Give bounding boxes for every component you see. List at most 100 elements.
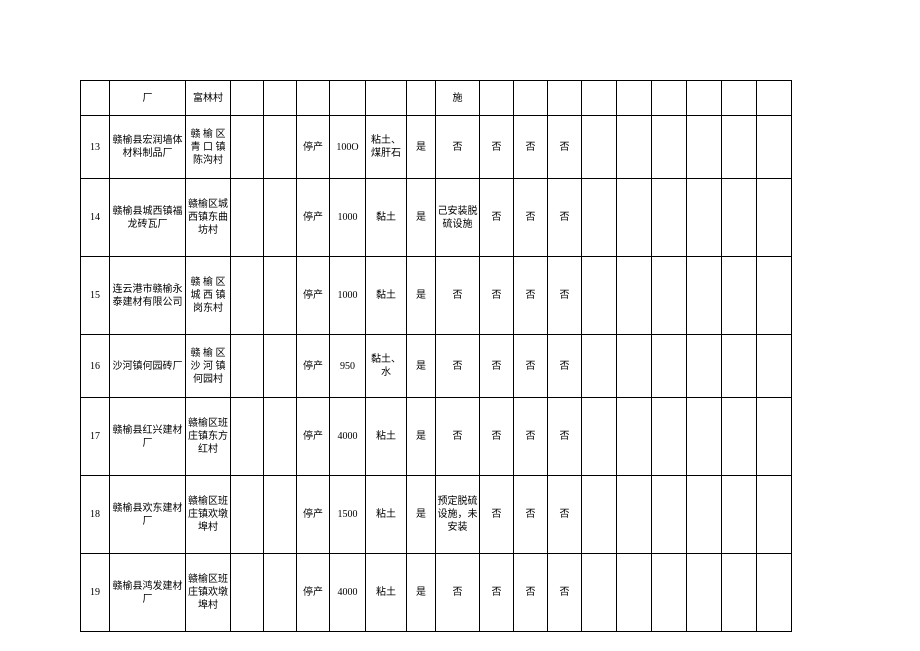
table-cell — [687, 81, 722, 116]
table-cell — [480, 81, 514, 116]
table-cell: 赣榆区班庄镇欢墩埠村 — [186, 476, 231, 554]
table-cell: 否 — [480, 476, 514, 554]
table-cell — [297, 81, 330, 116]
table-cell — [582, 257, 617, 335]
table-cell: 100O — [330, 116, 366, 179]
table-cell — [652, 335, 687, 398]
table-cell — [722, 398, 757, 476]
table-cell: 否 — [514, 179, 548, 257]
table-cell: 1000 — [330, 257, 366, 335]
table-cell: 4000 — [330, 398, 366, 476]
table-cell — [582, 335, 617, 398]
table-cell: 粘土 — [366, 476, 407, 554]
table-cell: 是 — [407, 116, 436, 179]
table-cell — [617, 335, 652, 398]
table-cell — [231, 179, 264, 257]
table-cell: 否 — [514, 476, 548, 554]
table-cell — [652, 179, 687, 257]
table-cell: 否 — [514, 398, 548, 476]
table-cell — [687, 335, 722, 398]
table-cell: 14 — [81, 179, 110, 257]
data-table: 厂富林村 施13赣榆县宏润墙体材料制品厂赣 榆 区青 口 镇陈沟村停产100O粘土… — [80, 80, 792, 632]
table-cell: 否 — [480, 554, 514, 632]
table-cell: 否 — [514, 335, 548, 398]
table-cell — [757, 335, 792, 398]
table-cell: 否 — [514, 554, 548, 632]
table-cell — [652, 257, 687, 335]
table-cell: 否 — [548, 116, 582, 179]
table-cell — [757, 179, 792, 257]
table-cell: 否 — [480, 257, 514, 335]
table-cell — [722, 257, 757, 335]
table-cell: 厂 — [110, 81, 186, 116]
table-cell: 粘土 — [366, 554, 407, 632]
table-cell: 己安装脱硫设施 — [436, 179, 480, 257]
document-page: 厂富林村 施13赣榆县宏润墙体材料制品厂赣 榆 区青 口 镇陈沟村停产100O粘土… — [0, 0, 920, 651]
table-row: 厂富林村 施 — [81, 81, 792, 116]
table-cell: 黏土、水 — [366, 335, 407, 398]
table-cell — [757, 398, 792, 476]
table-cell — [617, 116, 652, 179]
table-cell: 是 — [407, 398, 436, 476]
table-cell: 否 — [548, 335, 582, 398]
table-cell: 赣榆区班庄镇东方红村 — [186, 398, 231, 476]
table-cell — [231, 257, 264, 335]
table-cell — [548, 81, 582, 116]
table-cell — [617, 476, 652, 554]
table-cell — [722, 554, 757, 632]
table-cell — [582, 554, 617, 632]
table-cell: 18 — [81, 476, 110, 554]
table-cell: 赣榆县城西镇福龙砖瓦厂 — [110, 179, 186, 257]
table-cell — [514, 81, 548, 116]
table-cell — [652, 116, 687, 179]
table-cell: 施 — [436, 81, 480, 116]
table-cell — [582, 476, 617, 554]
table-cell: 否 — [480, 335, 514, 398]
table-cell — [652, 476, 687, 554]
table-cell: 粘土、煤肝石 — [366, 116, 407, 179]
table-cell — [757, 476, 792, 554]
table-cell — [757, 554, 792, 632]
table-cell: 停产 — [297, 257, 330, 335]
table-cell — [722, 179, 757, 257]
table-cell — [617, 554, 652, 632]
table-cell — [757, 257, 792, 335]
table-cell — [231, 476, 264, 554]
table-cell — [81, 81, 110, 116]
table-row: 19赣榆县鸿发建材厂赣榆区班庄镇欢墩埠村停产4000粘土是否否否否 — [81, 554, 792, 632]
table-cell: 赣 榆 区城 西 镇岗东村 — [186, 257, 231, 335]
table-cell: 否 — [436, 554, 480, 632]
table-cell: 粘土 — [366, 398, 407, 476]
table-cell — [687, 179, 722, 257]
table-cell — [652, 554, 687, 632]
table-cell — [722, 476, 757, 554]
table-cell — [264, 257, 297, 335]
table-row: 13赣榆县宏润墙体材料制品厂赣 榆 区青 口 镇陈沟村停产100O粘土、煤肝石是… — [81, 116, 792, 179]
table-cell: 950 — [330, 335, 366, 398]
table-cell: 否 — [480, 179, 514, 257]
table-cell — [264, 335, 297, 398]
table-cell: 15 — [81, 257, 110, 335]
table-cell: 否 — [436, 335, 480, 398]
table-cell: 否 — [480, 398, 514, 476]
table-cell: 停产 — [297, 335, 330, 398]
table-cell: 停产 — [297, 116, 330, 179]
table-cell — [757, 81, 792, 116]
table-cell — [617, 81, 652, 116]
table-cell: 是 — [407, 476, 436, 554]
table-cell — [330, 81, 366, 116]
table-cell — [231, 398, 264, 476]
table-cell: 是 — [407, 179, 436, 257]
table-cell — [687, 554, 722, 632]
table-cell: 停产 — [297, 476, 330, 554]
table-cell: 赣榆县宏润墙体材料制品厂 — [110, 116, 186, 179]
table-cell: 预定脱硫设施，未安装 — [436, 476, 480, 554]
table-cell: 是 — [407, 335, 436, 398]
table-cell — [757, 116, 792, 179]
table-cell — [687, 257, 722, 335]
table-cell — [617, 257, 652, 335]
table-cell: 停产 — [297, 398, 330, 476]
table-cell: 富林村 — [186, 81, 231, 116]
table-body: 厂富林村 施13赣榆县宏润墙体材料制品厂赣 榆 区青 口 镇陈沟村停产100O粘土… — [81, 81, 792, 632]
table-cell — [231, 554, 264, 632]
